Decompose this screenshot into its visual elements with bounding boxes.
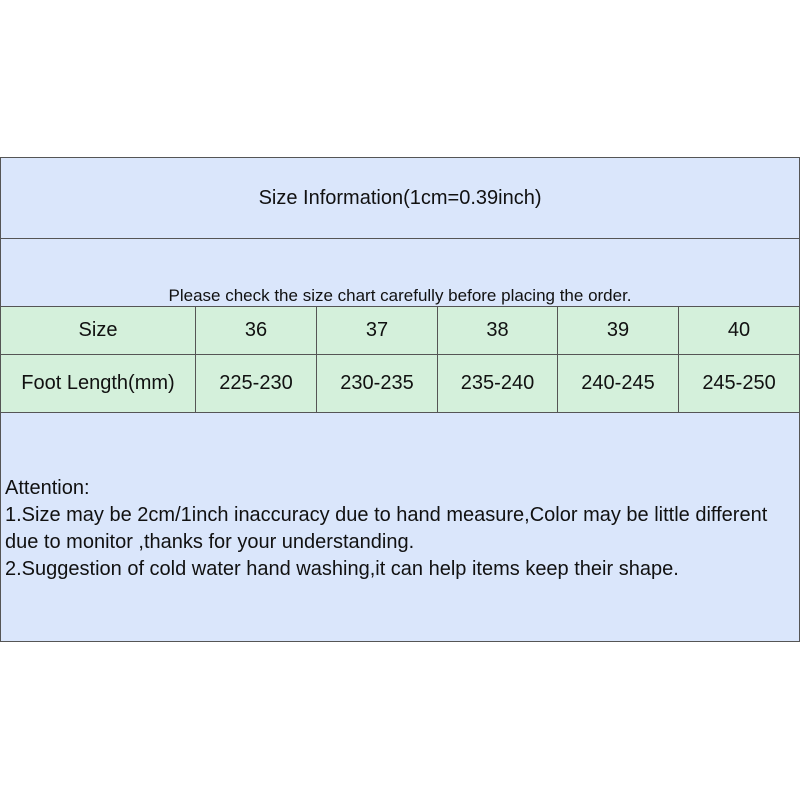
- size-label: Size: [0, 306, 196, 355]
- size-chart-table: Size Information(1cm=0.39inch) Please ch…: [0, 157, 800, 642]
- size-cell: 37: [316, 306, 438, 355]
- foot-length-cell: 225-230: [195, 354, 317, 413]
- size-cell: 36: [195, 306, 317, 355]
- size-cell: 38: [437, 306, 558, 355]
- attention-line-1: 1.Size may be 2cm/1inch inaccuracy due t…: [5, 504, 768, 553]
- foot-length-cell: 240-245: [557, 354, 679, 413]
- chart-title: Size Information(1cm=0.39inch): [0, 157, 800, 239]
- foot-length-cell: 230-235: [316, 354, 438, 413]
- foot-length-cell: 235-240: [437, 354, 558, 413]
- foot-length-label: Foot Length(mm): [0, 354, 196, 413]
- foot-length-cell: 245-250: [677, 354, 800, 413]
- chart-note: Please check the size chart carefully be…: [0, 238, 800, 307]
- attention-heading: Attention:: [5, 477, 90, 499]
- size-cell: 39: [557, 306, 679, 355]
- size-row: Size 36 37 38 39 40: [0, 306, 800, 355]
- attention-line-2: 2.Suggestion of cold water hand washing,…: [5, 558, 679, 580]
- attention-section: Attention: 1.Size may be 2cm/1inch inacc…: [0, 412, 800, 642]
- foot-length-row: Foot Length(mm) 225-230 230-235 235-240 …: [0, 354, 800, 413]
- size-cell: 40: [677, 306, 800, 355]
